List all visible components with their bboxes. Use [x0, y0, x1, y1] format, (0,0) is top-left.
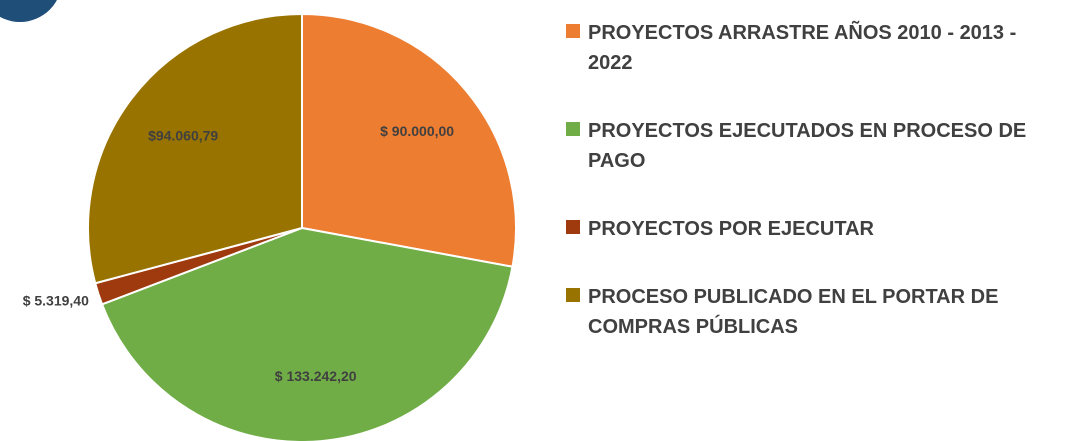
legend: PROYECTOS ARRASTRE AÑOS 2010 - 2013 - 20… [566, 18, 1066, 380]
legend-item: PROYECTOS POR EJECUTAR [566, 214, 1066, 244]
pie-slice [100, 226, 514, 441]
legend-item: PROCESO PUBLICADO EN EL PORTAR DE COMPRA… [566, 282, 1066, 342]
data-label: $ 5.319,40 [23, 293, 89, 309]
logo-decoration [0, 0, 57, 22]
pie-slice [87, 12, 303, 285]
legend-swatch [566, 24, 580, 38]
data-label: $ 90.000,00 [380, 123, 454, 139]
data-label: $ 133.242,20 [275, 368, 357, 384]
legend-swatch [566, 220, 580, 234]
legend-swatch [566, 288, 580, 302]
data-label: $94.060,79 [148, 127, 218, 143]
pie-slice [301, 12, 517, 268]
legend-label: PROCESO PUBLICADO EN EL PORTAR DE COMPRA… [588, 286, 999, 338]
legend-item: PROYECTOS ARRASTRE AÑOS 2010 - 2013 - 20… [566, 18, 1066, 78]
legend-label: PROYECTOS POR EJECUTAR [588, 218, 874, 240]
legend-label: PROYECTOS ARRASTRE AÑOS 2010 - 2013 - 20… [588, 22, 1017, 74]
legend-label: PROYECTOS EJECUTADOS EN PROCESO DE PAGO [588, 120, 1027, 172]
legend-item: PROYECTOS EJECUTADOS EN PROCESO DE PAGO [566, 116, 1066, 176]
legend-swatch [566, 122, 580, 136]
